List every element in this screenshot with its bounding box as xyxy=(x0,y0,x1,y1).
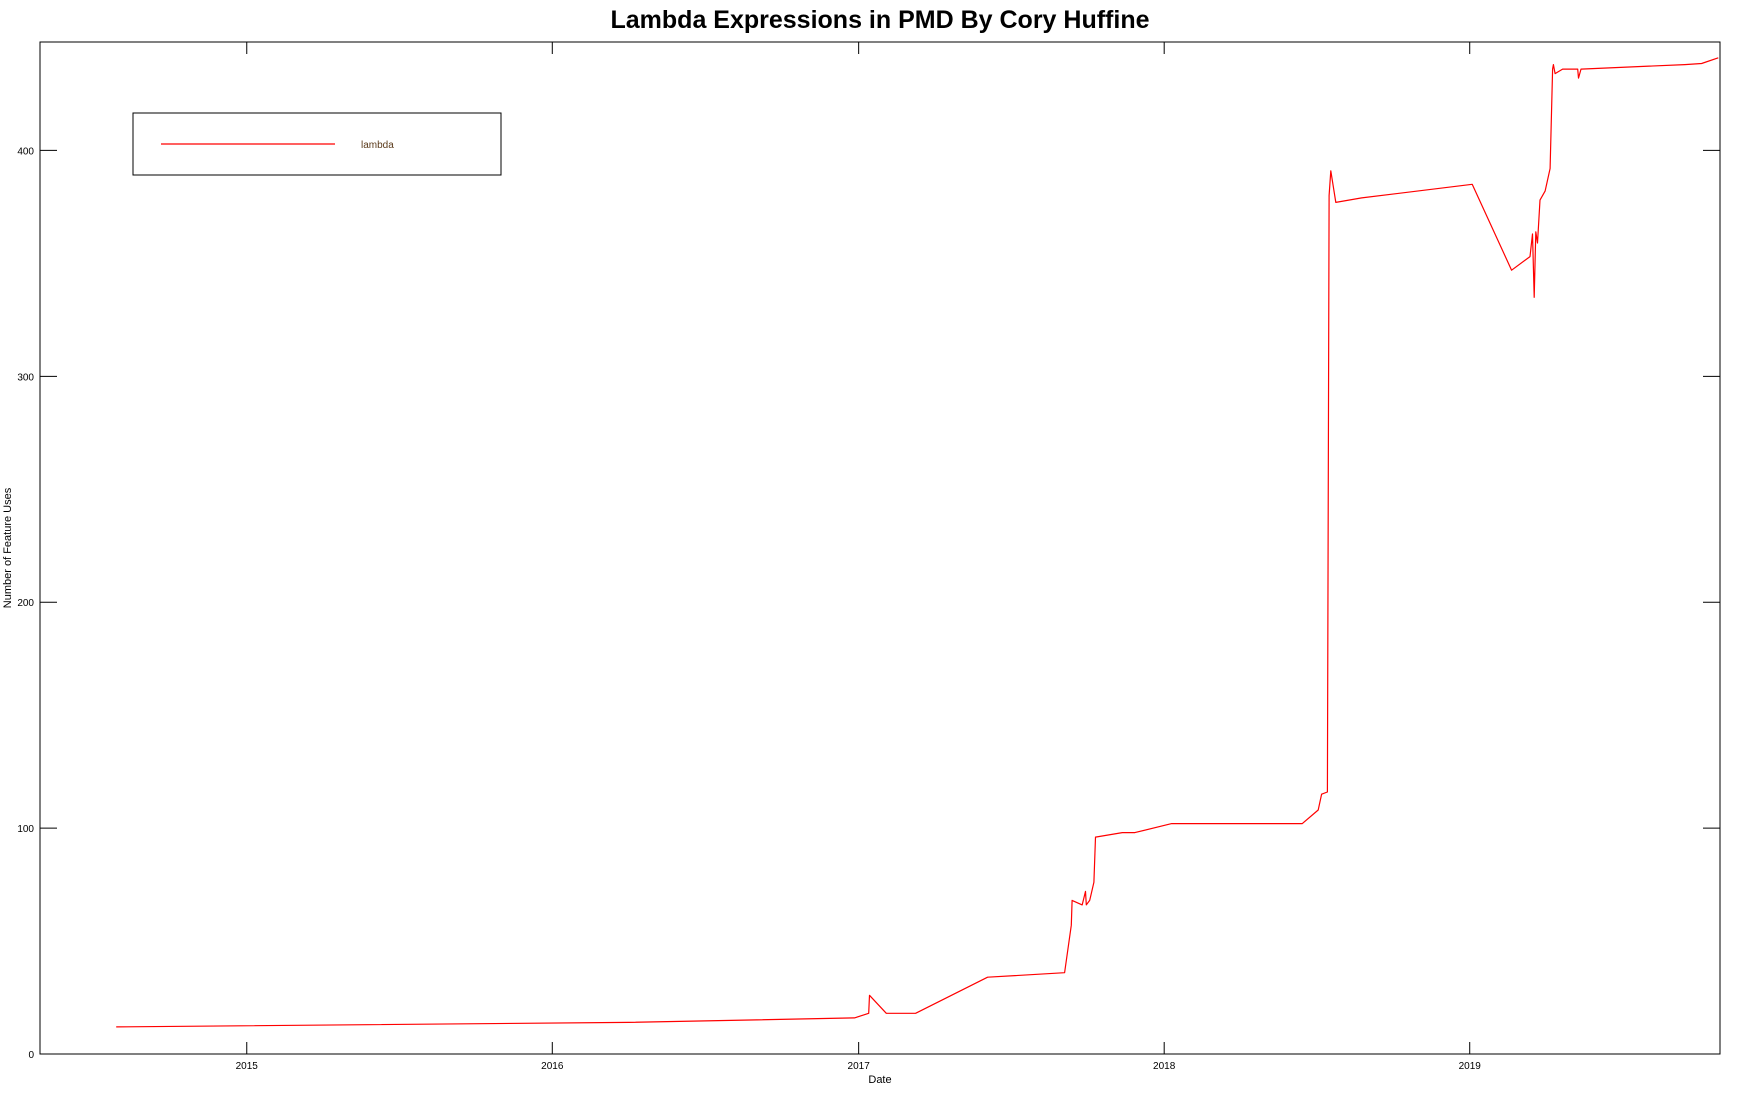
y-axis-label: Number of Feature Uses xyxy=(2,487,14,608)
chart-title: Lambda Expressions in PMD By Cory Huffin… xyxy=(611,6,1150,34)
x-axis-ticks: 2015 2016 2017 2018 2019 xyxy=(236,42,1482,1072)
y-axis-ticks: 0 100 200 300 400 xyxy=(17,146,1720,1061)
y-tick-label: 200 xyxy=(17,598,34,609)
x-axis-label: Date xyxy=(868,1074,891,1086)
y-tick-label: 300 xyxy=(17,372,34,383)
plot-frame xyxy=(39,41,1721,1055)
legend: lambda xyxy=(132,112,502,176)
x-tick-label: 2015 xyxy=(236,1061,259,1072)
x-tick-label: 2016 xyxy=(541,1061,564,1072)
legend-label-lambda: lambda xyxy=(361,140,394,151)
y-tick-label: 400 xyxy=(17,146,34,157)
y-tick-label: 100 xyxy=(17,824,34,835)
y-tick-label: 0 xyxy=(28,1050,34,1061)
x-tick-label: 2019 xyxy=(1459,1061,1482,1072)
x-tick-label: 2018 xyxy=(1153,1061,1176,1072)
x-tick-label: 2017 xyxy=(848,1061,871,1072)
series-line-lambda xyxy=(116,57,1719,1028)
